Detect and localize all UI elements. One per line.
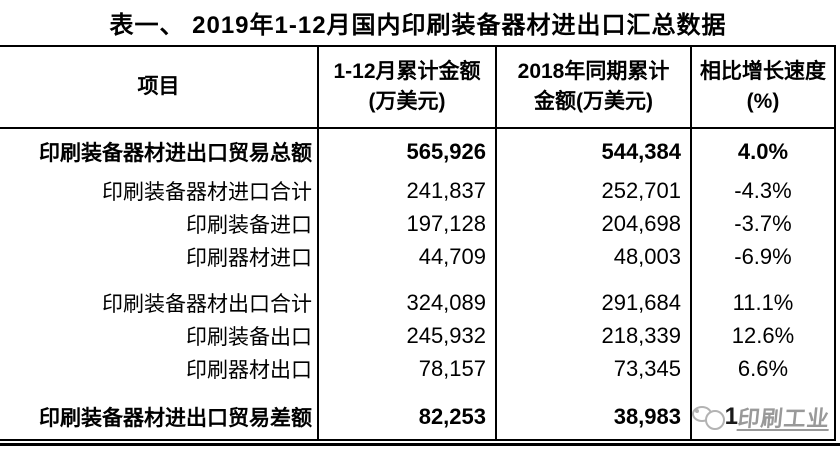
row-previous-value: 544,384 (495, 129, 690, 174)
col-header-current-line1: 1-12月累计金额 (333, 60, 481, 83)
col-header-previous: 2018年同期累计 金额(万美元) (495, 47, 690, 127)
row-previous-value: 38,983 (495, 395, 690, 439)
partially-hidden-growth-digit: 1 (724, 403, 738, 430)
col-header-growth: 相比增长速度 (%) (690, 47, 834, 127)
table-row-export-total: 印刷装备器材出口合计 324,089 291,684 11.1% (0, 286, 834, 319)
table-row-equipment-import: 印刷装备进口 197,128 204,698 -3.7% (0, 207, 834, 240)
row-item-label: 印刷装备出口 (186, 325, 312, 349)
row-item-label: 印刷器材进口 (186, 246, 312, 270)
col-header-item: 项目 (0, 47, 317, 127)
row-item-label: 印刷装备器材进出口贸易差额 (39, 407, 312, 430)
table-group-spacer (0, 273, 834, 286)
row-current-value: 565,926 (317, 129, 495, 174)
col-header-previous-line2: 金额(万美元) (534, 90, 653, 113)
table-bottom-border-gap (0, 441, 836, 443)
row-growth-value: 4.0% (690, 129, 834, 174)
row-previous-value: 252,701 (495, 174, 690, 207)
row-growth-value: -3.7% (690, 207, 834, 240)
row-previous-value: 73,345 (495, 352, 690, 385)
row-growth-value: 6.6% (690, 352, 834, 385)
row-previous-value: 48,003 (495, 240, 690, 273)
row-current-value: 245,932 (317, 319, 495, 352)
table-row-materials-export: 印刷器材出口 78,157 73,345 6.6% (0, 352, 834, 385)
col-header-current-line2: (万美元) (368, 90, 446, 113)
row-previous-value: 204,698 (495, 207, 690, 240)
table-row-trade-balance: 印刷装备器材进出口贸易差额 82,253 38,983 1 印刷工业 (0, 395, 834, 439)
row-current-value: 241,837 (317, 174, 495, 207)
row-growth-cell: 1 印刷工业 (690, 395, 834, 439)
row-current-value: 78,157 (317, 352, 495, 385)
row-growth-value: 12.6% (690, 319, 834, 352)
row-previous-value: 218,339 (495, 319, 690, 352)
row-current-value: 82,253 (317, 395, 495, 439)
table-bottom-border-thick (0, 443, 840, 446)
mascot-icon (692, 406, 725, 430)
table-title: 表一、 2019年1-12月国内印刷装备器材进出口汇总数据 (0, 0, 836, 47)
table-group-spacer (0, 385, 834, 395)
col-header-previous-line1: 2018年同期累计 (517, 60, 670, 83)
row-current-value: 197,128 (317, 207, 495, 240)
table-row-trade-total: 印刷装备器材进出口贸易总额 565,926 544,384 4.0% (0, 129, 834, 174)
row-item-label: 印刷装备器材出口合计 (102, 292, 312, 316)
table-row-materials-import: 印刷器材进口 44,709 48,003 -6.9% (0, 240, 834, 273)
row-item-label: 印刷装备进口 (186, 213, 312, 237)
row-previous-value: 291,684 (495, 286, 690, 319)
col-header-growth-line2: (%) (746, 90, 780, 113)
row-item-label: 印刷装备器材进口合计 (102, 180, 312, 204)
row-current-value: 324,089 (317, 286, 495, 319)
table-row-import-total: 印刷装备器材进口合计 241,837 252,701 -4.3% (0, 174, 834, 207)
col-header-item-label: 项目 (137, 75, 180, 98)
summary-table: 项目 1-12月累计金额 (万美元) 2018年同期累计 金额(万美元) 相比增… (0, 47, 836, 439)
table-header-row: 项目 1-12月累计金额 (万美元) 2018年同期累计 金额(万美元) 相比增… (0, 47, 834, 129)
row-item-label: 印刷装备器材进出口贸易总额 (39, 141, 312, 165)
table-row-equipment-export: 印刷装备出口 245,932 218,339 12.6% (0, 319, 834, 352)
row-growth-value: 11.1% (690, 286, 834, 319)
table-bottom-border-thin (0, 439, 836, 441)
row-growth-value: -6.9% (690, 240, 834, 273)
watermark-logo: 1 印刷工业 (692, 401, 832, 433)
watermark-text: 印刷工业 (736, 406, 832, 431)
row-item-label: 印刷器材出口 (186, 358, 312, 382)
row-current-value: 44,709 (317, 240, 495, 273)
col-header-growth-line1: 相比增长速度 (700, 60, 826, 83)
row-growth-value: -4.3% (690, 174, 834, 207)
col-header-current: 1-12月累计金额 (万美元) (317, 47, 495, 127)
